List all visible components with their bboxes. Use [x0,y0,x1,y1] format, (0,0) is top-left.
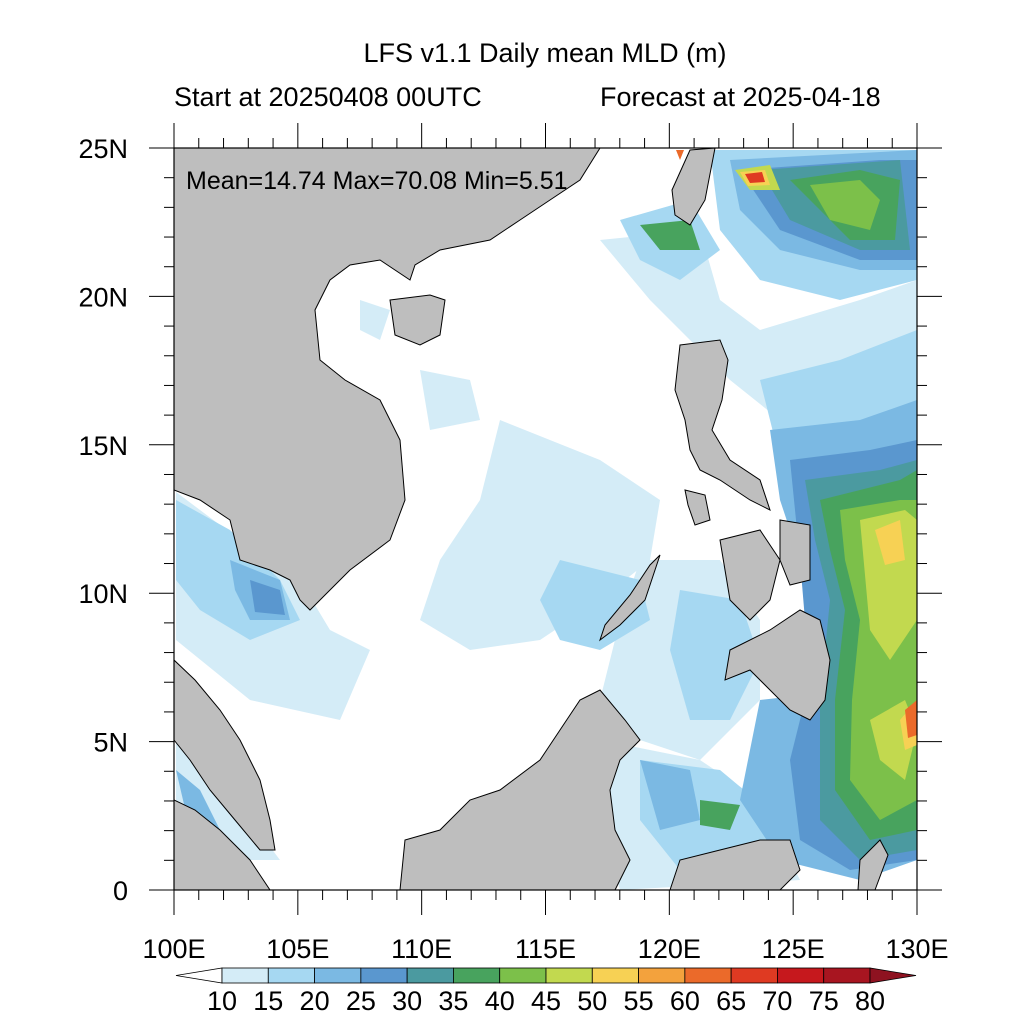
colorbar-swatch [684,967,732,984]
colorbar-label: 55 [624,986,654,1016]
colorbar-swatch [314,967,362,984]
land-mindoro [684,489,711,526]
land-borneo [399,689,641,890]
land-halmahera [857,839,889,890]
colorbar-label: 20 [300,986,330,1016]
forecast-date-label: Forecast at 2025-04-18 [600,82,881,112]
land [174,148,889,890]
x-tick-label: 115E [515,934,576,964]
colorbar-label: 25 [346,986,376,1016]
colorbar-label: 45 [531,986,561,1016]
land-samar [779,519,811,586]
colorbar-label: 65 [716,986,746,1016]
x-tick-label: 100E [142,934,205,964]
colorbar-swatch [730,967,778,984]
land-sumatra [174,799,271,890]
y-tick-label: 25N [78,134,128,164]
colorbar-swatch [406,967,454,984]
colorbar-swatch [360,967,408,984]
y-tick-label: 5N [93,728,128,758]
colorbar-swatch [777,967,825,984]
colorbar-label: 50 [577,986,607,1016]
colorbar-label: 40 [485,986,515,1016]
land-malay-peninsula [174,659,276,851]
land-mainland-asia [174,148,601,611]
colorbar-swatch [221,967,269,984]
land-sulawesi-north [669,839,801,890]
land-taiwan [671,148,716,226]
mld-60-70-layer [676,150,917,738]
colorbar-label: 60 [670,986,700,1016]
colorbar-label: 70 [762,986,792,1016]
axis-ticks [149,123,942,915]
colorbar-label: 75 [809,986,839,1016]
colorbar-label: 80 [855,986,885,1016]
colorbar-label: 15 [253,986,283,1016]
land-mindanao [724,609,831,721]
y-tick-label: 0 [113,876,128,906]
colorbar-swatch [267,967,315,984]
x-tick-label: 120E [638,934,701,964]
y-tick-label: 15N [78,431,128,461]
land-palawan [599,554,661,642]
axis-tick-labels: 100E 105E 110E 115E 120E 125E 130E 25N 20N 15N 10N… [78,134,948,964]
colorbar: 10 15 20 25 30 35 40 45 50 55 60 65 70 75 80 [175,967,917,1016]
start-time-label: Start at 20250408 00UTC [174,82,482,112]
colorbar-high-arrow [869,967,917,984]
x-tick-label: 110E [391,934,452,964]
colorbar-label: 35 [438,986,468,1016]
x-tick-label: 130E [885,934,948,964]
land-luzon [674,339,771,511]
stats-text: Mean=14.74 Max=70.08 Min=5.51 [186,167,568,195]
colorbar-label: 30 [392,986,422,1016]
colorbar-swatch [499,967,547,984]
map-title: LFS v1.1 Daily mean MLD (m) [363,38,727,68]
colorbar-label: 10 [207,986,237,1016]
y-tick-label: 10N [78,579,128,609]
y-tick-label: 20N [78,282,128,312]
x-tick-label: 105E [266,934,329,964]
colorbar-swatch [638,967,686,984]
colorbar-low-arrow [175,967,223,984]
colorbar-swatch [545,967,593,984]
colorbar-swatch [453,967,501,984]
colorbar-swatch [823,967,871,984]
plot-area [174,148,917,890]
land-hainan [389,294,446,346]
land-visayas [719,529,781,621]
x-tick-label: 125E [762,934,825,964]
colorbar-swatch [591,967,639,984]
